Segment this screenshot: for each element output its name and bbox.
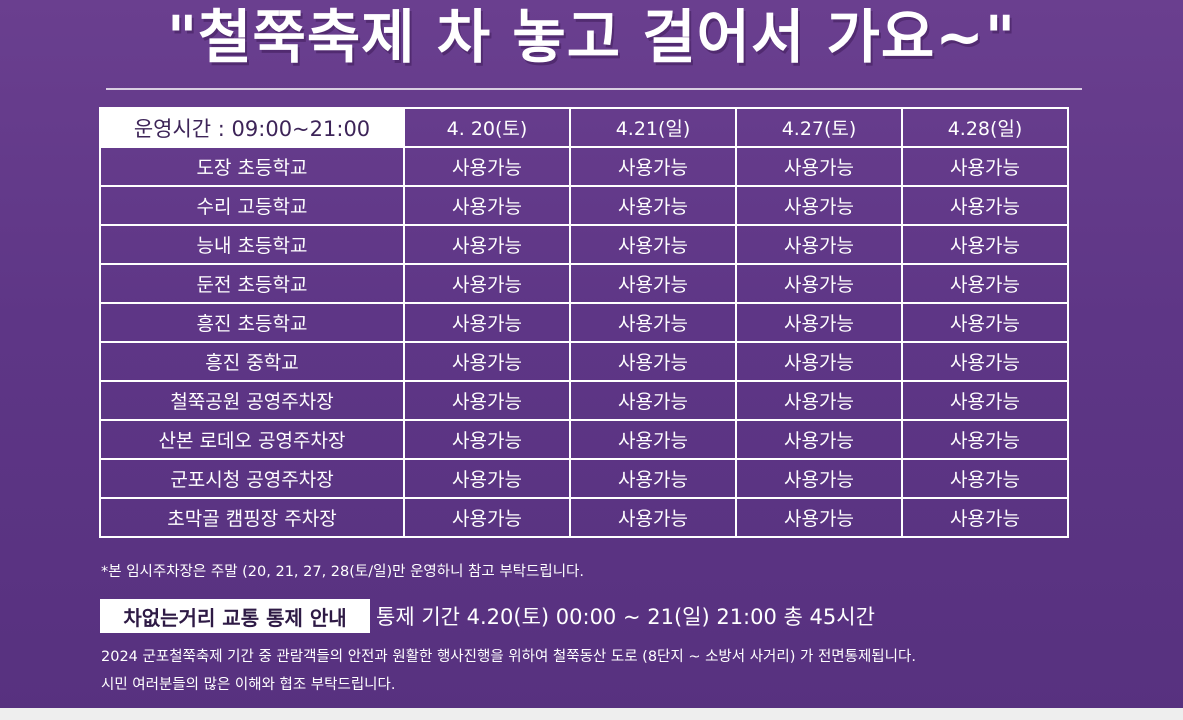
availability-cell: 사용가능 [569, 341, 737, 382]
availability-cell: 사용가능 [569, 419, 737, 460]
availability-cell: 사용가능 [735, 302, 903, 343]
table-header-row: 운영시간 : 09:00~21:00 4. 20(토) 4.21(일) 4.27… [99, 107, 1069, 148]
parking-schedule-table: 운영시간 : 09:00~21:00 4. 20(토) 4.21(일) 4.27… [99, 107, 1069, 538]
availability-cell: 사용가능 [735, 185, 903, 226]
availability-cell: 사용가능 [735, 263, 903, 304]
availability-cell: 사용가능 [901, 224, 1069, 265]
parking-location: 철쭉공원 공영주차장 [99, 380, 405, 421]
table-row: 흥진 중학교 사용가능 사용가능 사용가능 사용가능 [99, 341, 1069, 382]
availability-cell: 사용가능 [901, 419, 1069, 460]
page-title: "철쭉축제 차 놓고 걸어서 가요~" [166, 3, 1017, 71]
table-row: 둔전 초등학교 사용가능 사용가능 사용가능 사용가능 [99, 263, 1069, 304]
availability-cell: 사용가능 [901, 497, 1069, 538]
table-row: 산본 로데오 공영주차장 사용가능 사용가능 사용가능 사용가능 [99, 419, 1069, 460]
availability-cell: 사용가능 [901, 185, 1069, 226]
table-row: 군포시청 공영주차장 사용가능 사용가능 사용가능 사용가능 [99, 458, 1069, 499]
parking-location: 초막골 캠핑장 주차장 [99, 497, 405, 538]
availability-cell: 사용가능 [403, 224, 571, 265]
traffic-control-period: 통제 기간 4.20(토) 00:00 ~ 21(일) 21:00 총 45시간 [376, 605, 875, 629]
title-divider [106, 88, 1082, 90]
availability-cell: 사용가능 [403, 146, 571, 187]
date-header: 4. 20(토) [403, 107, 571, 148]
operating-hours-label: 운영시간 : 09:00~21:00 [99, 107, 405, 148]
table-row: 흥진 초등학교 사용가능 사용가능 사용가능 사용가능 [99, 302, 1069, 343]
table-row: 능내 초등학교 사용가능 사용가능 사용가능 사용가능 [99, 224, 1069, 265]
availability-cell: 사용가능 [403, 341, 571, 382]
availability-cell: 사용가능 [569, 458, 737, 499]
availability-cell: 사용가능 [901, 341, 1069, 382]
availability-cell: 사용가능 [403, 419, 571, 460]
traffic-description-line1: 2024 군포철쭉축제 기간 중 관람객들의 안전과 원활한 행사진행을 위하여… [101, 649, 916, 665]
table-row: 수리 고등학교 사용가능 사용가능 사용가능 사용가능 [99, 185, 1069, 226]
availability-cell: 사용가능 [901, 146, 1069, 187]
availability-cell: 사용가능 [569, 224, 737, 265]
parking-location: 흥진 중학교 [99, 341, 405, 382]
date-header: 4.28(일) [901, 107, 1069, 148]
availability-cell: 사용가능 [735, 146, 903, 187]
table-row: 초막골 캠핑장 주차장 사용가능 사용가능 사용가능 사용가능 [99, 497, 1069, 538]
parking-location: 산본 로데오 공영주차장 [99, 419, 405, 460]
date-header: 4.21(일) [569, 107, 737, 148]
availability-cell: 사용가능 [569, 146, 737, 187]
table-row: 도장 초등학교 사용가능 사용가능 사용가능 사용가능 [99, 146, 1069, 187]
availability-cell: 사용가능 [403, 302, 571, 343]
availability-cell: 사용가능 [901, 380, 1069, 421]
operation-note: *본 임시주차장은 주말 (20, 21, 27, 28(토/일)만 운영하니 … [101, 564, 584, 580]
availability-cell: 사용가능 [569, 380, 737, 421]
availability-cell: 사용가능 [901, 302, 1069, 343]
availability-cell: 사용가능 [901, 263, 1069, 304]
availability-cell: 사용가능 [735, 458, 903, 499]
availability-cell: 사용가능 [403, 263, 571, 304]
parking-location: 능내 초등학교 [99, 224, 405, 265]
availability-cell: 사용가능 [403, 185, 571, 226]
availability-cell: 사용가능 [569, 263, 737, 304]
bottom-strip [0, 708, 1183, 720]
availability-cell: 사용가능 [569, 302, 737, 343]
availability-cell: 사용가능 [403, 458, 571, 499]
availability-cell: 사용가능 [569, 185, 737, 226]
availability-cell: 사용가능 [735, 224, 903, 265]
availability-cell: 사용가능 [735, 497, 903, 538]
traffic-control-badge: 차없는거리 교통 통제 안내 [100, 599, 370, 633]
availability-cell: 사용가능 [403, 380, 571, 421]
parking-location: 도장 초등학교 [99, 146, 405, 187]
parking-location: 수리 고등학교 [99, 185, 405, 226]
availability-cell: 사용가능 [403, 497, 571, 538]
availability-cell: 사용가능 [735, 341, 903, 382]
date-header: 4.27(토) [735, 107, 903, 148]
availability-cell: 사용가능 [569, 497, 737, 538]
parking-location: 흥진 초등학교 [99, 302, 405, 343]
availability-cell: 사용가능 [735, 380, 903, 421]
availability-cell: 사용가능 [735, 419, 903, 460]
parking-location: 군포시청 공영주차장 [99, 458, 405, 499]
availability-cell: 사용가능 [901, 458, 1069, 499]
parking-location: 둔전 초등학교 [99, 263, 405, 304]
table-row: 철쭉공원 공영주차장 사용가능 사용가능 사용가능 사용가능 [99, 380, 1069, 421]
traffic-description-line2: 시민 여러분들의 많은 이해와 협조 부탁드립니다. [101, 677, 396, 693]
